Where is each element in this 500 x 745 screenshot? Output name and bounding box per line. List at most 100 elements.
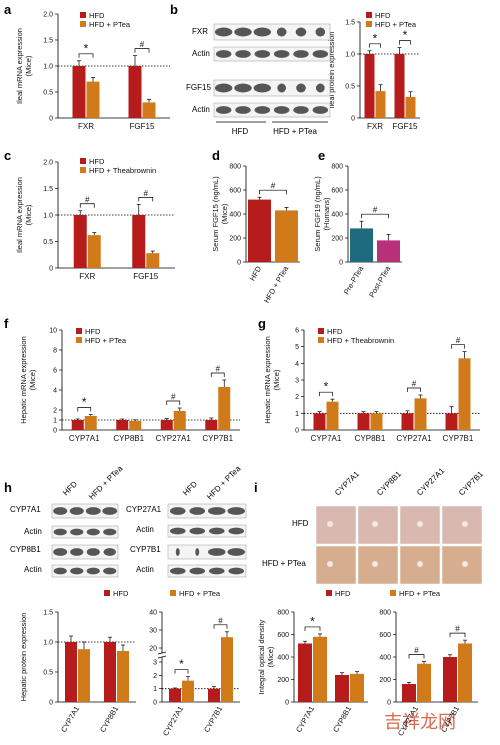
axis-break (157, 655, 167, 659)
x-tick-label: CYP8B1 (331, 705, 353, 734)
blot-h-cyp7a1 (51, 503, 119, 519)
panel-label-d: d (212, 148, 220, 163)
blot-strip (51, 525, 119, 539)
blot-strip (167, 524, 247, 538)
blot-h-cyp8b1 (51, 544, 119, 560)
bar (417, 663, 431, 702)
y-tick-label: 600 (379, 632, 391, 639)
x-tick-label: Pre-PTea (342, 264, 366, 296)
blot-band (86, 528, 100, 536)
histology-vessel (327, 561, 333, 567)
y-tick-label: 2 (53, 408, 57, 415)
x-tick-label: CYP8B1 (113, 434, 144, 443)
y-tick-label: 0.5 (345, 84, 355, 91)
bar (350, 228, 373, 262)
bar (71, 420, 84, 430)
histology-vessel (372, 561, 378, 567)
blot-band (169, 507, 186, 515)
bar (458, 643, 472, 702)
histo-col-cyp7a1: CYP7A1 (333, 469, 361, 497)
bar (370, 413, 383, 430)
chart-g: 0 1 2 3 4 5 6 Hepatic mRNA expression(Mice) CYP7… (263, 328, 480, 443)
y-axis-label: Integral optical density(Mice) (257, 619, 275, 694)
legend-label: HFD (335, 589, 351, 598)
y-tick-label: 2 (153, 673, 157, 680)
blot-band (189, 567, 206, 575)
blot-b-row-label-actin-1: Actin (192, 49, 210, 58)
bar (394, 54, 405, 118)
significance-mark: * (373, 31, 378, 45)
blot-band (254, 106, 271, 114)
blot-b-fgf15 (213, 79, 331, 97)
histo-col-cyp8b1: CYP8B1 (375, 469, 403, 497)
significance-bracket (174, 669, 189, 674)
blot-h-left-group-hfd: HFD (61, 479, 79, 497)
y-tick-label: 2 (295, 394, 299, 401)
significance-mark: # (144, 189, 149, 198)
y-tick-label: 0.5 (43, 90, 53, 97)
blot-band (169, 567, 186, 575)
significance-bracket (407, 387, 421, 392)
significance-bracket (210, 372, 225, 377)
y-tick-label: 0 (49, 700, 53, 707)
blot-b-actin-1 (213, 46, 331, 62)
histology-image (357, 505, 399, 545)
y-tick-label: 6 (53, 368, 57, 375)
chart-h-right: 0 1 2 3 20 30 40 CYP27A1 * CYP7B1 # (149, 610, 240, 738)
blot-h-right-row-cyp7b1: CYP7B1 (130, 545, 161, 554)
blot-band (86, 567, 100, 575)
histology-vessel (372, 521, 378, 527)
blot-b-group-hfd: HFD (232, 127, 249, 136)
significance-mark: # (414, 646, 419, 655)
legend-swatch (318, 337, 324, 343)
bar (117, 651, 129, 702)
blot-strip (51, 564, 119, 578)
blot-band (253, 27, 272, 37)
blot-h-right-group-ptea: HFD + PTea (205, 464, 243, 502)
x-tick-label: FXR (79, 272, 95, 281)
panel-label-a: a (4, 2, 12, 17)
significance-mark: * (82, 395, 87, 409)
blot-band (215, 50, 232, 58)
blot-h-actin-3 (167, 524, 247, 538)
legend-swatch (80, 12, 86, 18)
y-axis-label: Hepatic mRNA expression(Mice) (263, 336, 281, 424)
histology-vessel (417, 561, 423, 567)
blot-band (189, 507, 206, 515)
legend-label: HFD (113, 589, 129, 598)
blot-band (85, 507, 101, 515)
y-tick-label: 2.0 (43, 12, 53, 19)
chart-a: 0 0.5 1.0 1.5 2.0 Ileal mRNA expression(Mice)… (15, 12, 170, 131)
bar (335, 675, 349, 702)
blot-band (169, 527, 186, 535)
y-axis-label: Ileal mRNA expression(Mice) (15, 177, 33, 253)
blot-band (207, 507, 226, 515)
y-tick-label: 400 (277, 655, 289, 662)
legend-swatch (318, 328, 324, 334)
significance-mark: # (218, 616, 223, 625)
y-tick-label: 5 (295, 344, 299, 351)
significance-mark: # (271, 182, 276, 191)
blot-b-row-label-fgf15: FGF15 (186, 83, 211, 92)
blot-band (295, 27, 307, 37)
blot-band (296, 83, 306, 93)
blot-strip (167, 564, 247, 578)
x-tick-label: CYP7A1 (69, 434, 100, 443)
blot-band (315, 83, 325, 93)
y-axis-label: Serum FGF15 (ng/mL)(Mice) (211, 176, 229, 252)
x-tick-label: FGF15 (133, 272, 158, 281)
significance-bracket (319, 391, 333, 397)
blot-band (53, 507, 68, 515)
x-tick-label: CYP8B1 (355, 434, 386, 443)
x-tick-label: CYP7B1 (202, 434, 233, 443)
blot-band (175, 548, 180, 556)
bar (208, 688, 220, 702)
x-tick-label: FXR (367, 122, 383, 131)
bar (84, 416, 97, 430)
y-tick-label: 0 (49, 266, 53, 273)
blot-band (273, 50, 290, 58)
legend-swatch (326, 590, 332, 596)
blot-band (53, 528, 67, 536)
legend-label: HFD + PTea (375, 20, 417, 29)
